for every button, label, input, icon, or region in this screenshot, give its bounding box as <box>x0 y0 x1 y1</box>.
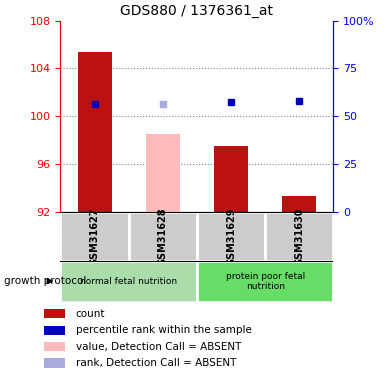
Bar <box>44 342 66 351</box>
Text: rank, Detection Call = ABSENT: rank, Detection Call = ABSENT <box>76 358 236 368</box>
Title: GDS880 / 1376361_at: GDS880 / 1376361_at <box>121 4 273 18</box>
Text: GSM31628: GSM31628 <box>158 207 168 266</box>
Bar <box>60 212 129 261</box>
Bar <box>78 52 112 212</box>
Bar <box>197 212 265 261</box>
Bar <box>265 212 333 261</box>
Text: GSM31627: GSM31627 <box>90 207 99 266</box>
Text: GSM31630: GSM31630 <box>294 207 304 266</box>
Text: value, Detection Call = ABSENT: value, Detection Call = ABSENT <box>76 342 241 352</box>
Bar <box>44 309 66 318</box>
Bar <box>129 212 197 261</box>
Bar <box>214 146 248 212</box>
Text: protein poor fetal
nutrition: protein poor fetal nutrition <box>225 272 305 291</box>
Text: growth protocol: growth protocol <box>4 276 86 286</box>
Bar <box>60 261 197 302</box>
Bar <box>44 326 66 335</box>
Text: count: count <box>76 309 105 319</box>
Bar <box>146 134 180 212</box>
Bar <box>44 358 66 368</box>
Text: percentile rank within the sample: percentile rank within the sample <box>76 325 252 335</box>
Text: normal fetal nutrition: normal fetal nutrition <box>80 277 177 286</box>
Bar <box>282 196 316 212</box>
Text: GSM31629: GSM31629 <box>226 207 236 266</box>
Bar <box>197 261 333 302</box>
